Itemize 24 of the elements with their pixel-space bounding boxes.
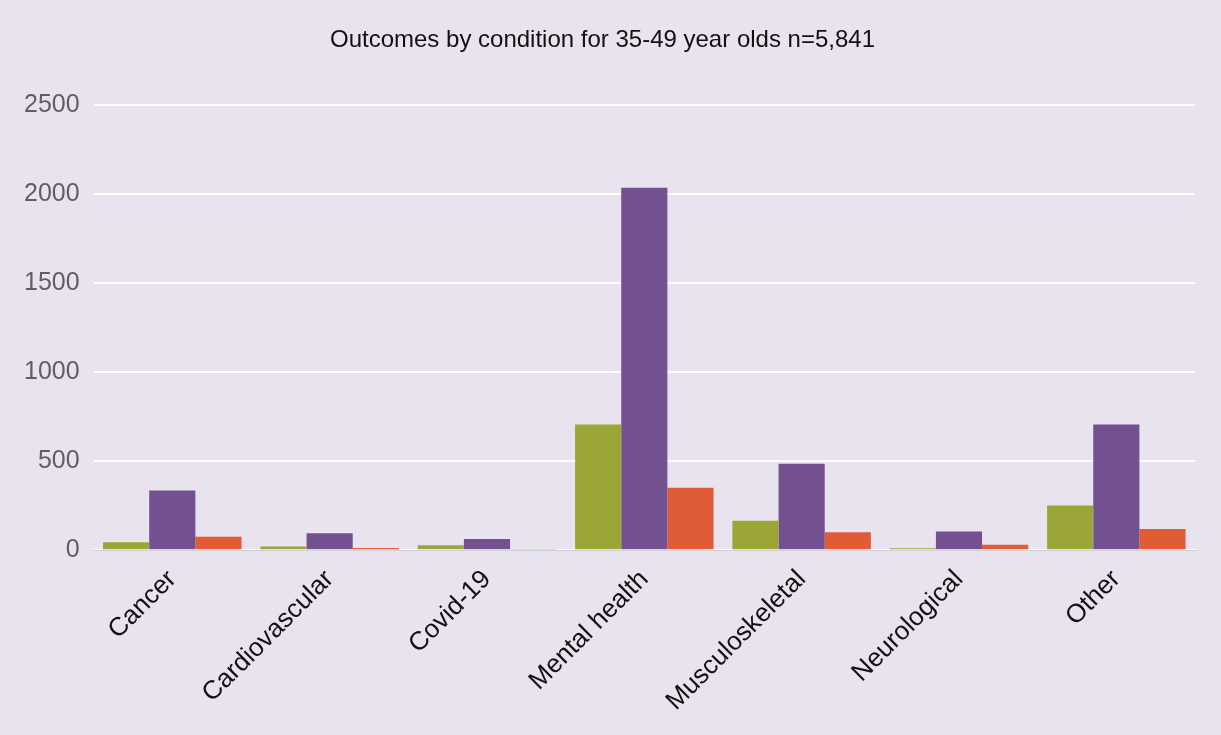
bar bbox=[149, 490, 196, 550]
y-tick-label: 2000 bbox=[23, 177, 80, 206]
bar bbox=[621, 187, 668, 550]
bar bbox=[824, 532, 871, 550]
bar bbox=[195, 536, 242, 550]
bar bbox=[1047, 505, 1094, 550]
bar bbox=[935, 531, 983, 550]
bar bbox=[778, 463, 825, 550]
bar bbox=[417, 545, 464, 550]
bar bbox=[1139, 529, 1186, 550]
bar bbox=[306, 533, 353, 550]
bar bbox=[575, 424, 622, 550]
y-tick-label: 2500 bbox=[23, 88, 80, 117]
y-tick-label: 1500 bbox=[23, 266, 80, 295]
bar bbox=[1093, 424, 1140, 550]
bar bbox=[732, 520, 779, 550]
bar bbox=[982, 544, 1029, 550]
chart-title: Outcomes by condition for 35-49 year olds n=5,841 bbox=[330, 25, 875, 53]
bar bbox=[667, 487, 714, 550]
y-tick-label: 1000 bbox=[23, 355, 80, 384]
y-tick-label: 500 bbox=[37, 444, 80, 473]
bar bbox=[463, 538, 511, 550]
bar bbox=[103, 542, 150, 550]
y-tick-label: 0 bbox=[65, 534, 80, 563]
